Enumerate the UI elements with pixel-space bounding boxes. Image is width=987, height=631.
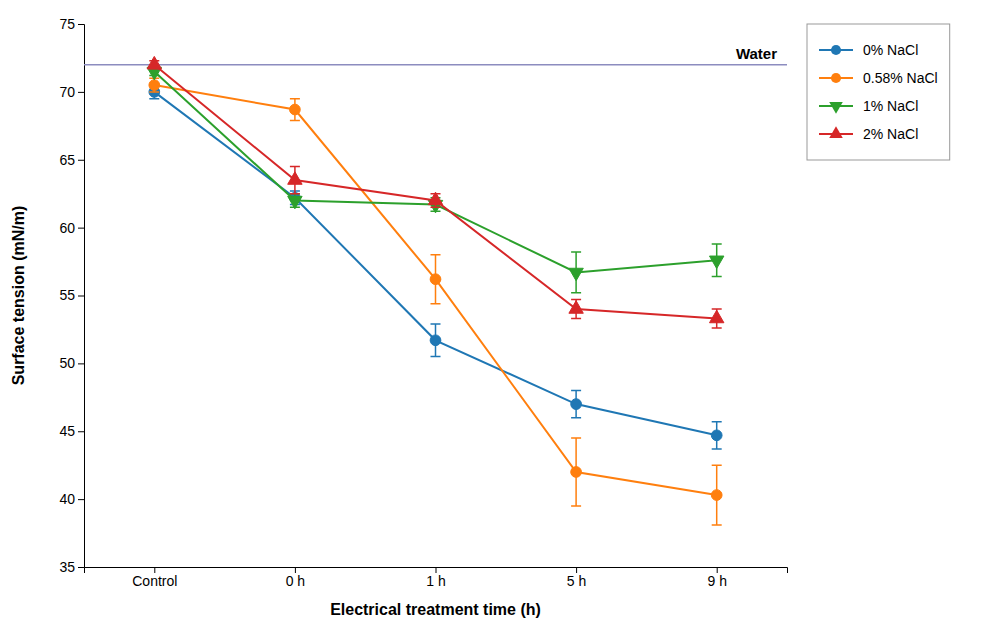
point	[428, 192, 442, 204]
legend-symbol	[829, 126, 843, 138]
legend-symbol	[831, 45, 841, 55]
legend-item: 0.58% NaCl	[819, 70, 938, 86]
error-bar	[571, 391, 581, 418]
error-bar	[290, 99, 300, 121]
x-tick-label: 0 h	[286, 573, 305, 589]
marks	[84, 56, 787, 525]
y-tick-label: 65	[59, 152, 75, 168]
point	[711, 490, 722, 501]
y-axis-line	[78, 25, 85, 568]
y-axis: 35 40 45 50 55 60 65 70 75	[59, 16, 84, 575]
legend-item: 2% NaCl	[819, 126, 918, 142]
point	[569, 301, 583, 313]
series	[147, 67, 724, 292]
y-tick-mark	[78, 160, 84, 161]
series-line	[154, 92, 716, 435]
point	[709, 310, 723, 322]
point	[569, 268, 583, 280]
x-tick-label: Control	[132, 573, 177, 589]
x-tick-label: 5 h	[567, 573, 586, 589]
error-bar	[431, 255, 441, 304]
y-tick: 45	[59, 423, 84, 439]
x-axis-title: Electrical treatment time (h)	[330, 601, 541, 618]
y-tick: 60	[59, 220, 84, 236]
error-bar	[712, 422, 722, 449]
y-tick-mark	[78, 92, 84, 93]
y-tick-mark	[78, 499, 84, 500]
water-label: Water	[736, 45, 777, 62]
error-bar	[571, 438, 581, 506]
legend-frame	[807, 24, 950, 160]
plot: Control 0 h 1 h 5 h 9 h 35 40 45 50 55 60 65 70 75 Wat…	[59, 16, 787, 589]
y-tick: 75	[59, 16, 84, 32]
legend-label: 2% NaCl	[863, 126, 918, 142]
y-tick: 65	[59, 152, 84, 168]
point	[288, 196, 302, 208]
y-tick-label: 35	[59, 559, 75, 575]
y-tick-mark	[78, 363, 84, 364]
series	[147, 56, 724, 328]
error-bar	[712, 465, 722, 525]
water-line	[84, 64, 787, 66]
x-tick: 1 h	[426, 567, 445, 589]
y-tick: 70	[59, 84, 84, 100]
series-line	[154, 85, 716, 495]
y-tick-label: 45	[59, 423, 75, 439]
error-bar	[431, 324, 441, 357]
series-line	[154, 65, 716, 319]
y-tick-mark	[78, 228, 84, 229]
legend-label: 0% NaCl	[863, 42, 918, 58]
legend-label: 0.58% NaCl	[863, 70, 938, 86]
y-tick-label: 60	[59, 220, 75, 236]
y-tick: 55	[59, 287, 84, 303]
x-tick-label: 1 h	[426, 573, 445, 589]
x-tick: 0 h	[286, 567, 305, 589]
legend: 0% NaCl 0.58% NaCl 1% NaCl 2% NaCl	[807, 24, 950, 160]
y-tick-label: 55	[59, 287, 75, 303]
y-tick-mark	[78, 296, 84, 297]
legend-symbol	[829, 102, 843, 114]
chart: Control 0 h 1 h 5 h 9 h 35 40 45 50 55 60 65 70 75 Wat…	[0, 0, 987, 631]
legend-symbol	[831, 73, 841, 83]
y-tick-label: 75	[59, 16, 75, 32]
point	[571, 399, 582, 410]
y-tick: 40	[59, 491, 84, 507]
point	[711, 430, 722, 441]
x-tick: Control	[132, 567, 177, 589]
point	[290, 104, 301, 115]
x-tick: 5 h	[567, 567, 586, 589]
point	[430, 335, 441, 346]
y-tick-mark	[78, 24, 84, 25]
point	[149, 80, 160, 91]
x-axis: Control 0 h 1 h 5 h 9 h	[85, 567, 788, 589]
point	[147, 56, 161, 68]
y-tick-label: 50	[59, 355, 75, 371]
x-tick: 9 h	[707, 567, 726, 589]
point	[709, 256, 723, 268]
point	[571, 467, 582, 478]
x-tick-label: 9 h	[707, 573, 726, 589]
y-tick: 50	[59, 355, 84, 371]
y-tick-label: 40	[59, 491, 75, 507]
point	[430, 274, 441, 285]
y-tick-label: 70	[59, 84, 75, 100]
y-tick: 35	[59, 559, 84, 575]
legend-item: 0% NaCl	[819, 42, 918, 58]
y-tick-mark	[78, 567, 84, 568]
legend-item: 1% NaCl	[819, 98, 918, 114]
legend-label: 1% NaCl	[863, 98, 918, 114]
y-axis-title: Surface tension (mN/m)	[10, 206, 27, 386]
series-line	[154, 72, 716, 273]
point	[288, 172, 302, 184]
y-tick-mark	[78, 431, 84, 432]
